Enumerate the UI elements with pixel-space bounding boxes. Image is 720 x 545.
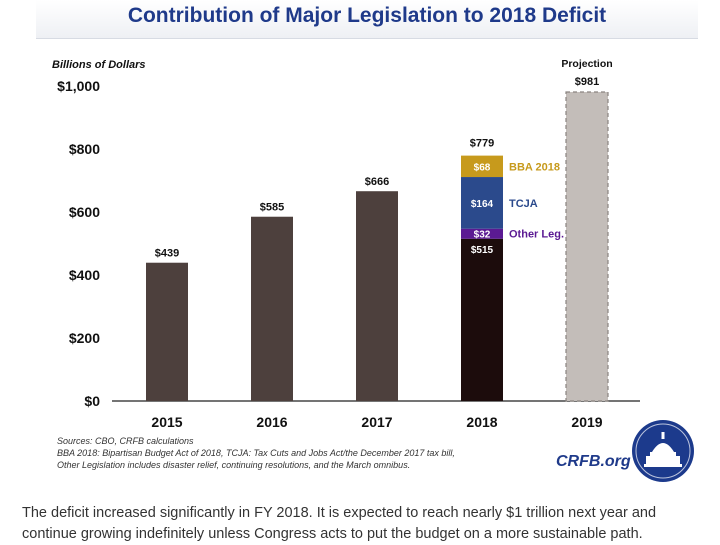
bar-2019-projection [565, 91, 609, 402]
capitol-dome-icon [632, 420, 694, 482]
y-tick-label: $1,000 [57, 78, 100, 94]
bar-2015 [146, 262, 188, 401]
title-band [36, 0, 698, 39]
chart-area: Billions of Dollars $0 $200 $400 $600 $800 $1,… [52, 58, 640, 430]
value-label-2019: $981 [575, 76, 599, 88]
chart-title: Contribution of Major Legislation to 201… [127, 4, 607, 27]
value-label-2017: $666 [365, 176, 389, 188]
y-tick-label: $400 [69, 267, 100, 283]
bar-2018-segment-tcja [461, 177, 503, 229]
x-tick-label-2016: 2016 [256, 414, 287, 430]
value-label-2018: $779 [470, 138, 494, 150]
y-tick-label: $600 [69, 204, 100, 220]
segment-legend-tcja: TCJA [509, 198, 538, 210]
bar-2017 [356, 191, 398, 401]
x-tick-label-2019: 2019 [571, 414, 602, 430]
x-tick-label-2017: 2017 [361, 414, 392, 430]
abbreviations-line: BBA 2018: Bipartisan Budget Act of 2018,… [57, 448, 455, 458]
segment-label-other-legislation: $32 [474, 230, 491, 241]
y-tick-label: $0 [84, 393, 100, 409]
y-axis-label: Billions of Dollars [52, 59, 146, 71]
y-tick-label: $200 [69, 330, 100, 346]
segment-legend-other-legislation: Other Leg. [509, 229, 564, 241]
projection-label: Projection [561, 58, 612, 70]
bar-2018-segment-baseline [461, 238, 503, 401]
segment-label-baseline: $515 [471, 245, 494, 256]
x-tick-label-2018: 2018 [466, 414, 497, 430]
segment-label-bba-2018: $68 [474, 162, 491, 173]
other-legislation-note: Other Legislation includes disaster reli… [57, 460, 411, 470]
bar-2018-segment-bba-2018 [461, 155, 503, 178]
segment-label-tcja: $164 [471, 199, 494, 210]
bar-2016 [251, 216, 293, 401]
crfb-logo-text[interactable]: CRFB.org [556, 453, 631, 470]
y-tick-label: $800 [69, 141, 100, 157]
x-tick-label-2015: 2015 [151, 414, 182, 430]
chart-caption: The deficit increased significantly in F… [22, 505, 657, 542]
bar-2018-segment-other-legislation [461, 228, 503, 239]
segment-legend-bba-2018: BBA 2018 [509, 161, 560, 173]
value-label-2016: $585 [260, 202, 284, 214]
value-label-2015: $439 [155, 248, 179, 260]
sources-line: Sources: CBO, CRFB calculations [57, 436, 194, 446]
